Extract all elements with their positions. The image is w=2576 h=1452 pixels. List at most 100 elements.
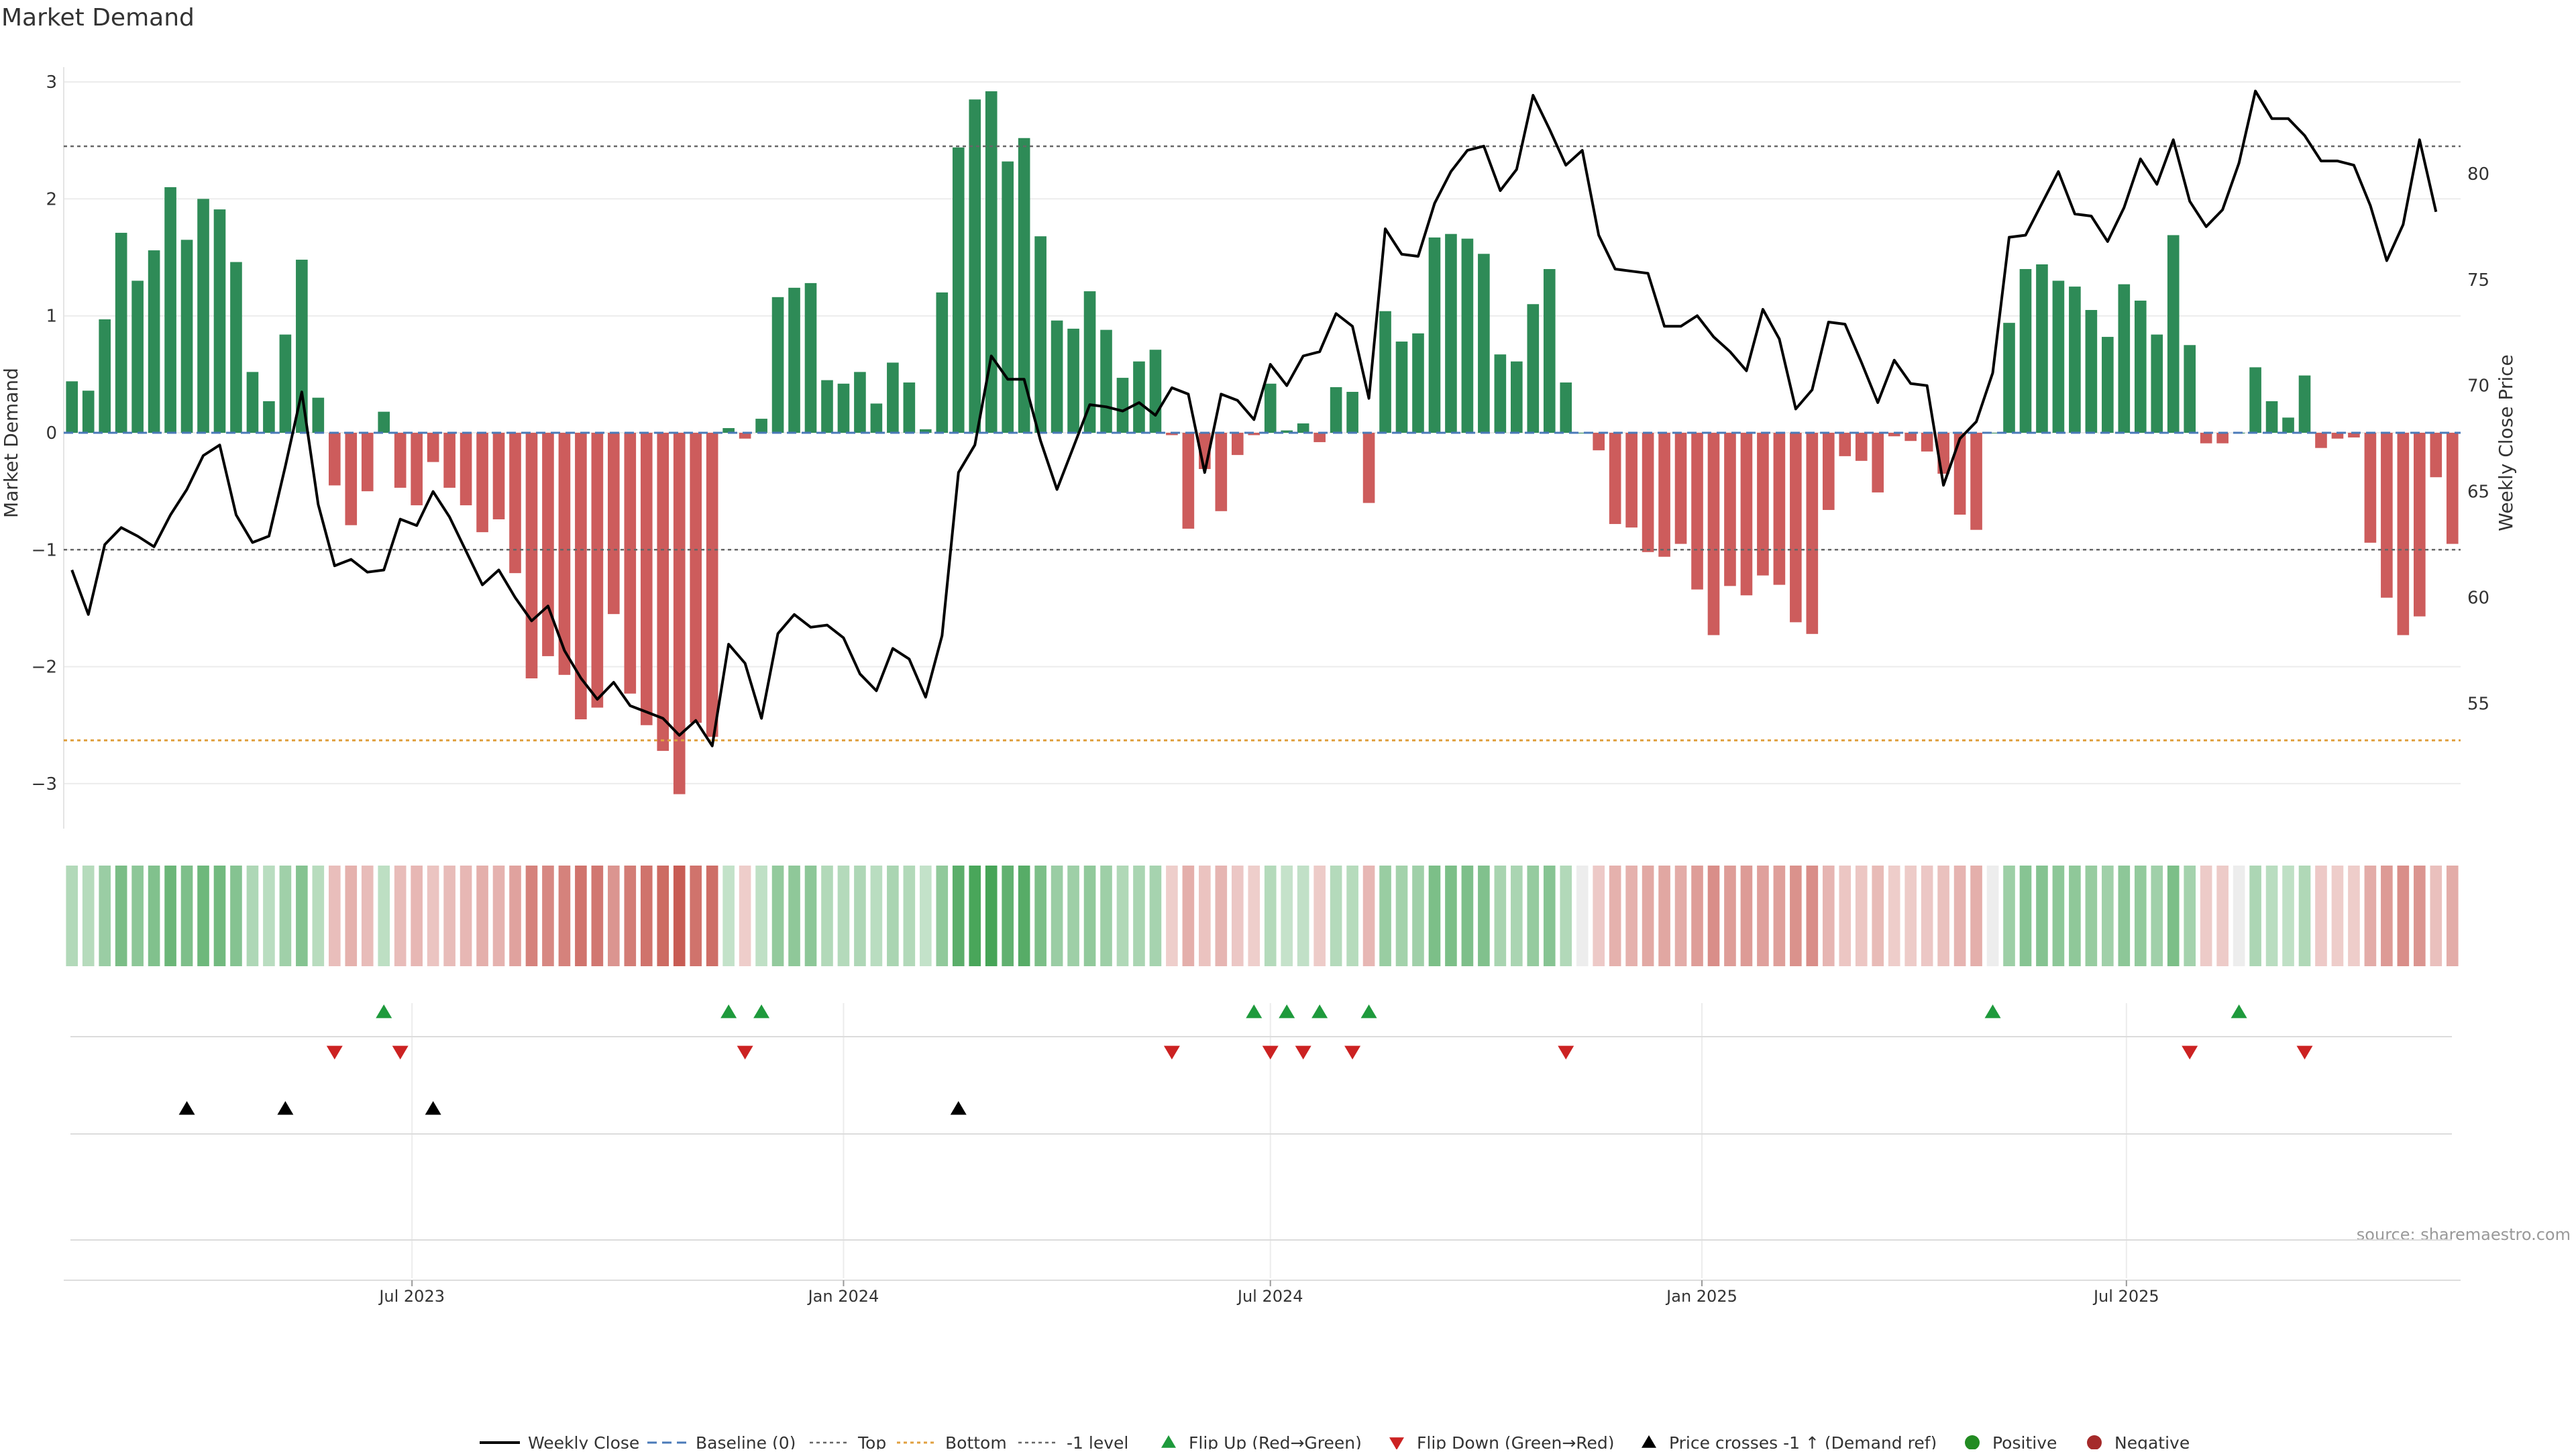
demand-bar xyxy=(1855,433,1868,461)
price-cross-marker xyxy=(950,1101,967,1115)
legend-label: Positive xyxy=(1992,1433,2057,1449)
demand-bar xyxy=(1904,433,1917,442)
demand-bar xyxy=(164,187,176,433)
heat-cell xyxy=(1839,866,1851,966)
heat-cell xyxy=(2364,866,2377,966)
heat-cell xyxy=(2200,866,2212,966)
flip-down-marker xyxy=(737,1045,753,1059)
heat-cell xyxy=(131,866,144,966)
heat-cell xyxy=(1428,866,1441,966)
heat-cell xyxy=(1445,866,1457,966)
demand-bar xyxy=(1412,333,1424,433)
heat-cell xyxy=(328,866,341,966)
heat-cell xyxy=(148,866,160,966)
demand-bar xyxy=(1248,433,1260,435)
x-tick-label: Jul 2024 xyxy=(1236,1287,1303,1306)
demand-bar xyxy=(2118,284,2131,433)
demand-bar xyxy=(394,433,407,488)
demand-bar xyxy=(887,362,899,433)
legend-label: Bottom xyxy=(945,1433,1007,1449)
demand-bar xyxy=(771,297,784,433)
heat-cell xyxy=(804,866,817,966)
demand-bar xyxy=(115,232,127,433)
heat-cell xyxy=(99,866,111,966)
demand-bar xyxy=(1362,433,1375,503)
heat-cell xyxy=(1806,866,1819,966)
heat-cell xyxy=(2315,866,2327,966)
demand-bar xyxy=(2167,235,2180,433)
heat-cell xyxy=(2085,866,2098,966)
legend-label: Baseline (0) xyxy=(696,1433,796,1449)
heat-cell xyxy=(1395,866,1408,966)
x-axis-ticks: Jul 2023 Jan 2024 Jul 2024 Jan 2025 Jul 2025 xyxy=(378,1280,2159,1306)
heat-cell xyxy=(887,866,899,966)
heat-cell xyxy=(460,866,472,966)
demand-bar xyxy=(1560,382,1572,433)
demand-bar xyxy=(542,433,554,656)
heat-cell xyxy=(2331,866,2344,966)
demand-bar xyxy=(2019,268,2032,433)
heat-cell xyxy=(1872,866,1884,966)
demand-bar xyxy=(525,433,538,679)
heat-cell xyxy=(690,866,702,966)
flip-down-marker xyxy=(1344,1045,1361,1059)
heat-cell xyxy=(1790,866,1802,966)
heat-cell xyxy=(1560,866,1572,966)
heat-cell xyxy=(739,866,751,966)
heat-cell xyxy=(673,866,686,966)
demand-bar xyxy=(1166,433,1178,435)
heat-cell xyxy=(854,866,866,966)
legend-label: Price crosses -1 ↑ (Demand ref) xyxy=(1669,1433,1937,1449)
demand-bar xyxy=(2102,337,2114,433)
heat-cell xyxy=(2184,866,2196,966)
heat-cell xyxy=(1970,866,1982,966)
heat-cell xyxy=(525,866,538,966)
flip-down-marker xyxy=(1262,1045,1279,1059)
heat-cell xyxy=(788,866,800,966)
y-tick-label: 1 xyxy=(46,307,57,327)
heat-cell xyxy=(1724,866,1736,966)
heat-cell xyxy=(2052,866,2065,966)
demand-bar xyxy=(1313,433,1326,442)
demand-bar xyxy=(246,372,259,433)
heat-cell xyxy=(115,866,127,966)
demand-bar xyxy=(1757,433,1769,576)
flip-up-marker xyxy=(1984,1004,2001,1019)
heat-cell xyxy=(164,866,176,966)
demand-bar xyxy=(361,433,374,492)
heat-cell xyxy=(443,866,455,966)
demand-bar xyxy=(985,91,998,433)
heat-cell xyxy=(2381,866,2393,966)
heat-cell xyxy=(837,866,850,966)
demand-bar xyxy=(739,433,751,439)
demand-bar xyxy=(180,240,193,433)
heat-cell xyxy=(920,866,932,966)
demand-bar xyxy=(1215,433,1228,511)
heat-cell xyxy=(936,866,949,966)
demand-bar xyxy=(131,280,144,433)
demand-bar xyxy=(1379,311,1391,433)
heat-cell xyxy=(755,866,767,966)
demand-bar xyxy=(279,334,292,433)
heat-cell xyxy=(1576,866,1589,966)
y2-axis-ticks: 80 75 70 65 60 55 xyxy=(2467,164,2489,715)
heat-cell xyxy=(1018,866,1030,966)
heat-cell xyxy=(1593,866,1605,966)
demand-bar xyxy=(2397,433,2410,635)
heat-cell xyxy=(1264,866,1277,966)
demand-bar xyxy=(1100,329,1112,433)
demand-bar xyxy=(1018,138,1030,433)
heat-cell xyxy=(1674,866,1687,966)
demand-bar xyxy=(1921,433,1933,452)
flip-down-marker xyxy=(326,1045,343,1059)
heat-cell xyxy=(591,866,604,966)
heat-cell xyxy=(1067,866,1079,966)
demand-bar xyxy=(608,433,620,615)
demand-bar xyxy=(2069,287,2081,433)
flip-down-marker xyxy=(1558,1045,1574,1059)
flip-up-marker xyxy=(1246,1004,1263,1019)
x-tick-label: Jan 2025 xyxy=(1665,1287,1737,1306)
x-tick-label: Jan 2024 xyxy=(807,1287,879,1306)
demand-bar xyxy=(443,433,455,488)
